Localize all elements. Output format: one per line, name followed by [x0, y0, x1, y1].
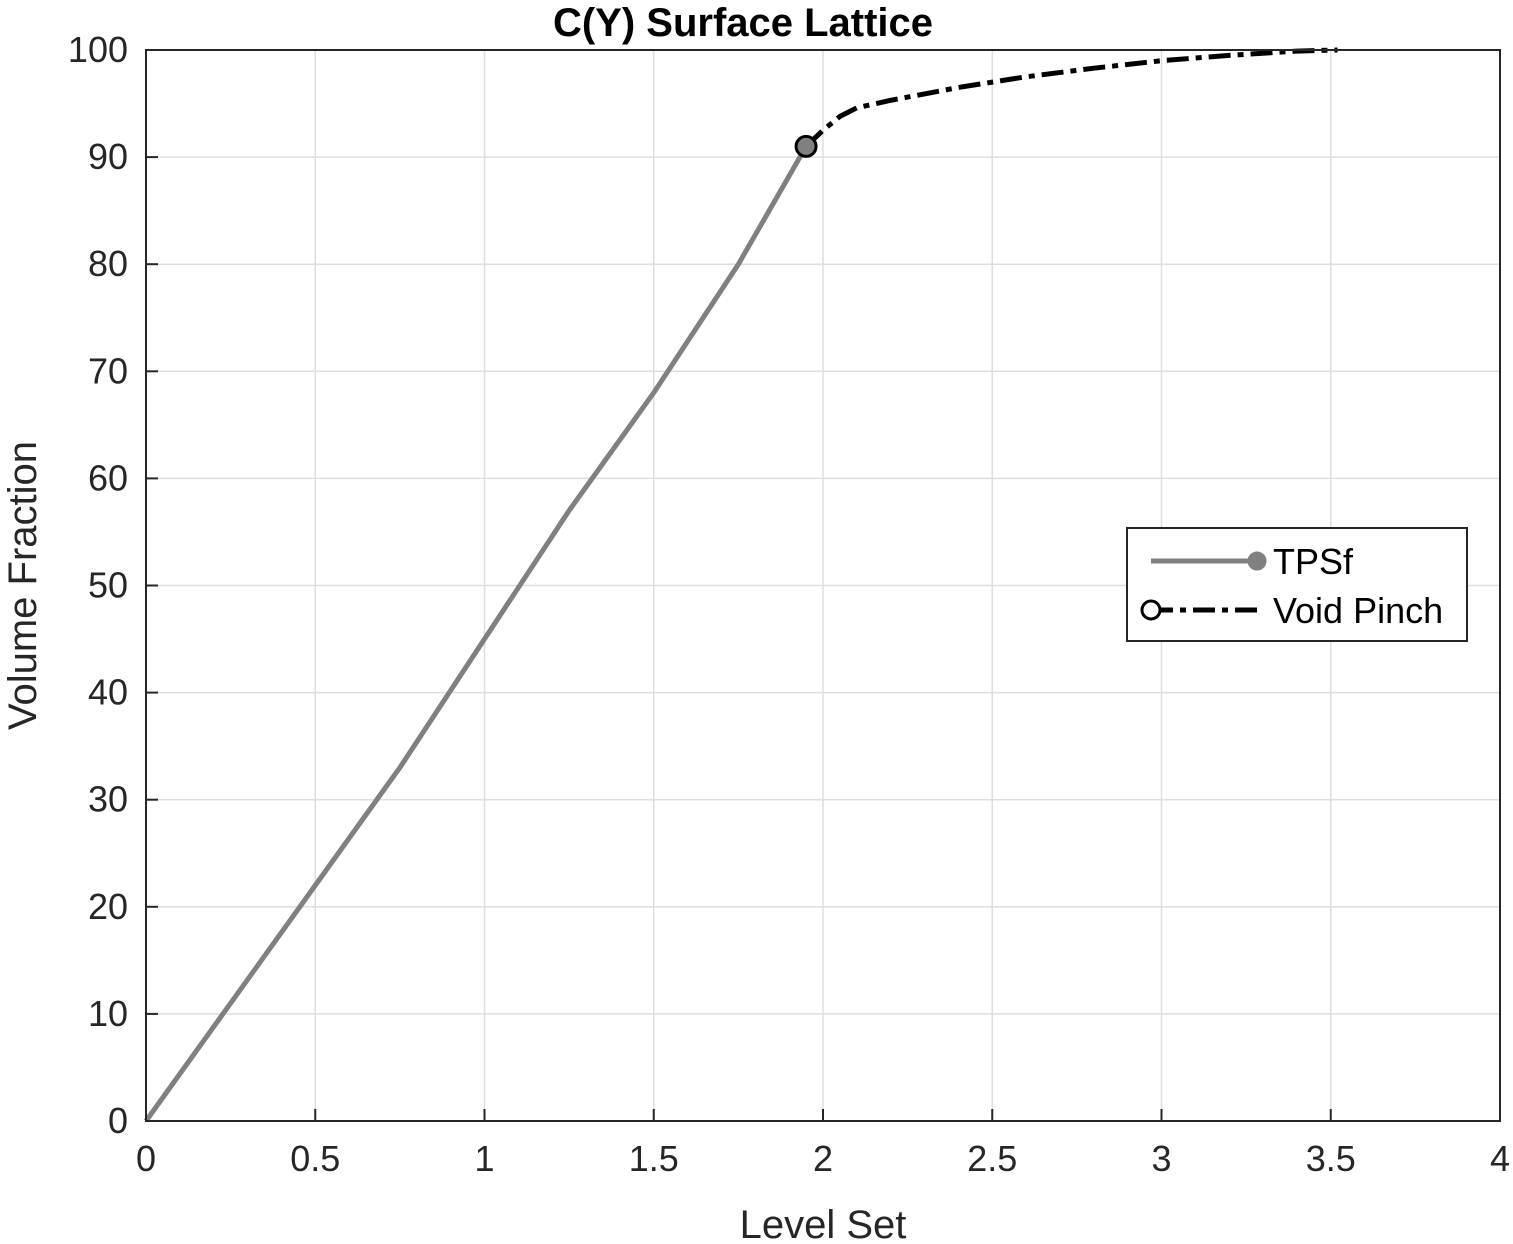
legend-marker-void-pinch	[1140, 599, 1162, 621]
grid	[146, 50, 1500, 1121]
y-tick-label: 20	[88, 886, 128, 927]
x-tick-label: 1.5	[629, 1138, 679, 1179]
y-tick-label: 70	[88, 350, 128, 391]
legend: TPSf Void Pinch	[1126, 527, 1468, 642]
y-tick-label: 40	[88, 672, 128, 713]
x-tick-label: 4	[1490, 1138, 1510, 1179]
series-layer	[143, 47, 1338, 1123]
chart-title: C(Y) Surface Lattice	[553, 1, 933, 45]
x-tick-label: 1	[474, 1138, 494, 1179]
y-tick-label: 10	[88, 993, 128, 1034]
x-tick-label: 3.5	[1306, 1138, 1356, 1179]
series-line-tpsf	[143, 145, 809, 1123]
series-line-void-pinch	[804, 47, 1338, 149]
legend-entry-void-pinch: Void Pinch	[1273, 590, 1443, 631]
x-tick-label: 0	[136, 1138, 156, 1179]
y-tick-label: 30	[88, 779, 128, 820]
x-tick-label: 2	[813, 1138, 833, 1179]
y-axis-label: Volume Fraction	[1, 441, 45, 730]
x-tick-label: 3	[1151, 1138, 1171, 1179]
legend-entry-tpsf: TPSf	[1273, 541, 1354, 582]
legend-box	[1126, 527, 1468, 642]
y-tick-label: 60	[88, 457, 128, 498]
y-tick-label: 100	[68, 29, 128, 70]
y-tick-label: 80	[88, 243, 128, 284]
legend-marker-tpsf	[1247, 551, 1267, 571]
x-axis-label: Level Set	[740, 1203, 907, 1244]
x-tick-label: 0.5	[290, 1138, 340, 1179]
transition-point-marker	[794, 134, 818, 158]
y-tick-label: 50	[88, 565, 128, 606]
x-tick-label: 2.5	[967, 1138, 1017, 1179]
y-tick-label: 90	[88, 136, 128, 177]
y-tick-label: 0	[108, 1100, 128, 1141]
